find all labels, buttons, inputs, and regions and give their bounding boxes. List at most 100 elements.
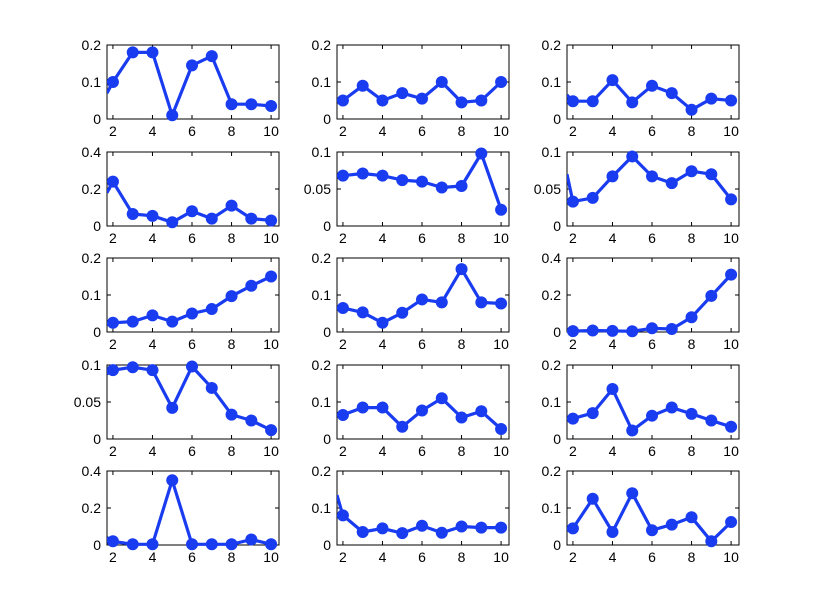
data-point	[606, 74, 619, 87]
x-tick-label: 4	[149, 549, 157, 565]
x-tick-label: 2	[109, 443, 117, 459]
y-tick-label: 0.2	[82, 250, 102, 266]
data-point	[606, 383, 619, 396]
x-tick-label: 8	[688, 336, 696, 352]
x-tick-label: 2	[339, 123, 347, 139]
data-point	[166, 216, 179, 229]
series-group	[337, 392, 508, 436]
subplot-r2c2: 0 0.05 0.1 2 4 6 8 10	[304, 144, 510, 246]
data-point	[685, 103, 698, 116]
series-group	[107, 175, 278, 229]
data-point	[495, 521, 508, 534]
data-point	[126, 207, 139, 220]
data-point	[685, 165, 698, 178]
x-tick-label: 4	[609, 549, 617, 565]
y-tick-label: 0	[553, 111, 561, 127]
data-point	[606, 526, 619, 539]
data-point	[356, 79, 369, 92]
y-tick-label: 0.1	[82, 74, 102, 90]
x-tick-label: 8	[458, 443, 466, 459]
data-point	[265, 424, 278, 437]
subplot-r4c1: 0 0.05 0.1 2 4 6 8 10	[74, 357, 280, 459]
y-tick-label: 0.2	[542, 37, 562, 53]
data-point	[646, 524, 659, 537]
y-tick-label: 0	[93, 537, 101, 553]
series-group	[337, 76, 508, 109]
data-point	[725, 268, 738, 281]
data-point	[107, 76, 119, 88]
y-tick-label: 0.2	[312, 250, 332, 266]
data-point	[475, 147, 488, 160]
x-tick-label: 6	[188, 549, 196, 565]
y-tick-label: 0.1	[542, 500, 562, 516]
y-tick-label: 0.1	[542, 144, 562, 160]
data-point	[376, 94, 389, 107]
data-point	[416, 92, 429, 105]
x-tick-label: 10	[263, 443, 279, 459]
subplot-r3c2: 0 0.1 0.2 2 4 6 8 10	[312, 250, 510, 352]
data-point	[205, 381, 218, 394]
y-tick-label: 0.1	[542, 74, 562, 90]
x-tick-label: 6	[418, 123, 426, 139]
x-tick-label: 8	[228, 443, 236, 459]
x-tick-label: 8	[458, 336, 466, 352]
data-point	[107, 364, 119, 377]
data-point	[245, 533, 258, 546]
data-point	[665, 87, 678, 100]
data-point	[265, 538, 278, 551]
plot-frame	[106, 364, 280, 440]
data-point	[685, 511, 698, 524]
data-point	[376, 522, 389, 535]
data-point	[337, 301, 349, 314]
data-point	[495, 297, 508, 310]
data-point	[705, 92, 718, 105]
data-point	[186, 538, 199, 551]
data-point	[225, 538, 238, 551]
y-tick-label: 0	[553, 431, 561, 447]
series-line	[107, 364, 272, 432]
series-group	[567, 487, 738, 548]
y-tick-label: 0.4	[82, 144, 102, 160]
x-tick-label: 4	[609, 443, 617, 459]
data-point	[455, 263, 468, 276]
series-group	[107, 360, 278, 437]
x-tick-label: 4	[149, 230, 157, 246]
x-tick-label: 10	[723, 336, 739, 352]
data-point	[337, 509, 349, 522]
x-tick-label: 10	[723, 230, 739, 246]
x-tick-label: 2	[339, 443, 347, 459]
x-tick-label: 10	[723, 443, 739, 459]
data-point	[705, 535, 718, 548]
data-point	[126, 361, 139, 374]
data-point	[567, 195, 579, 208]
y-tick-label: 0.1	[312, 287, 332, 303]
data-point	[567, 325, 579, 338]
y-tick-label: 0.1	[82, 357, 102, 373]
x-tick-label: 10	[493, 336, 509, 352]
y-tick-label: 0.1	[312, 394, 332, 410]
series-line	[107, 180, 272, 224]
data-point	[356, 306, 369, 319]
y-tick-label: 0	[553, 324, 561, 340]
x-tick-label: 10	[263, 549, 279, 565]
data-point	[186, 59, 199, 72]
data-point	[435, 76, 448, 88]
data-point	[166, 474, 179, 487]
subplot-r5c1: 0 0.2 0.4 2 4 6 8 10	[82, 463, 280, 565]
x-tick-label: 2	[339, 336, 347, 352]
data-point	[626, 150, 639, 163]
data-point	[435, 392, 448, 405]
x-tick-label: 6	[648, 336, 656, 352]
data-point	[416, 175, 429, 188]
x-tick-label: 4	[149, 123, 157, 139]
y-tick-label: 0.4	[82, 463, 102, 479]
data-point	[665, 518, 678, 531]
data-point	[245, 279, 258, 292]
y-tick-label: 0.4	[542, 250, 562, 266]
plot-frame	[566, 364, 740, 440]
series-group	[107, 46, 278, 122]
subplot-r5c3: 0 0.1 0.2 2 4 6 8 10	[542, 463, 740, 565]
data-point	[205, 538, 218, 551]
x-tick-label: 10	[263, 123, 279, 139]
data-point	[166, 401, 179, 414]
